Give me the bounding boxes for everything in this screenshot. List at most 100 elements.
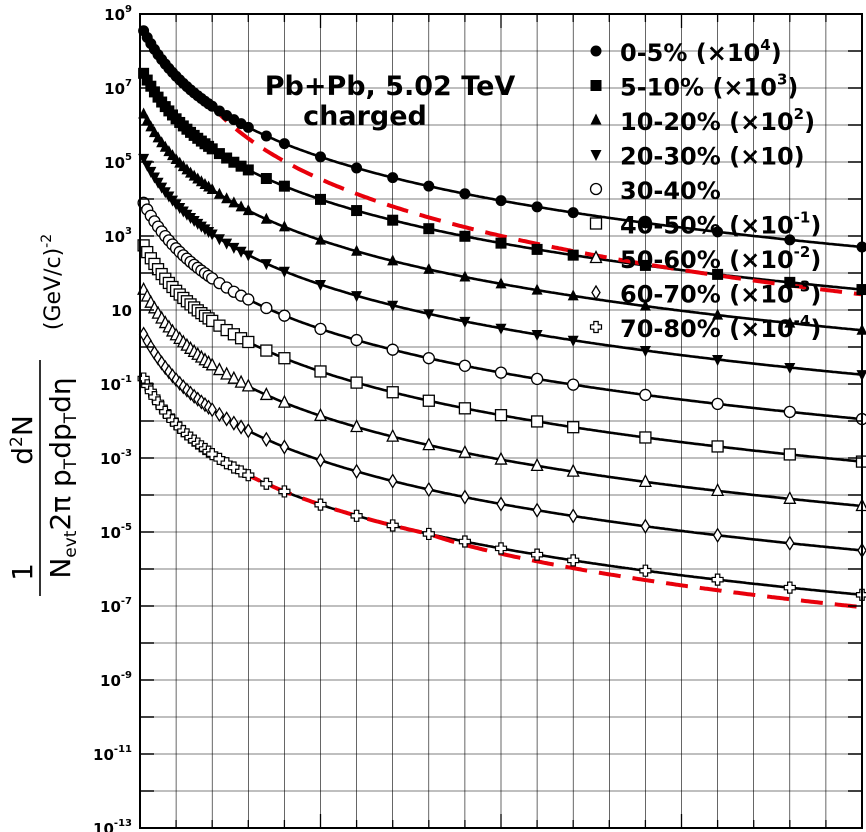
marker-square-filled xyxy=(145,80,157,92)
marker-square-open xyxy=(639,431,652,444)
marker-diamond-open xyxy=(568,508,578,524)
marker-square-open xyxy=(458,402,472,415)
reference-curve xyxy=(141,29,863,297)
marker-circle-open xyxy=(783,405,796,419)
marker-square-filled xyxy=(567,249,579,261)
marker-triangle-down-filled xyxy=(590,150,602,161)
marker-triangle-up-filled xyxy=(242,204,254,216)
marker-cross-open xyxy=(242,469,255,482)
marker-diamond-open xyxy=(261,431,272,448)
marker-square-open xyxy=(422,394,435,407)
marker-triangle-down-filled xyxy=(221,238,233,250)
marker-circle-open xyxy=(350,333,363,347)
marker-triangle-down-filled xyxy=(639,346,651,358)
marker-circle-open xyxy=(639,388,652,402)
marker-diamond-open xyxy=(460,489,470,505)
marker-triangle-up-filled xyxy=(423,262,435,274)
marker-cross-open xyxy=(314,498,327,511)
marker-cross-open xyxy=(530,548,544,561)
marker-triangle-up-open xyxy=(212,362,226,376)
marker-square-filled xyxy=(495,237,507,249)
data-markers xyxy=(137,25,866,601)
marker-circle-open xyxy=(242,293,255,306)
marker-cross-open xyxy=(386,519,399,532)
y-tick-label: 10-7 xyxy=(100,596,132,616)
marker-cross-open xyxy=(711,573,724,586)
marker-square-open xyxy=(530,415,544,428)
marker-diamond-open xyxy=(496,496,506,512)
marker-triangle-up-open xyxy=(530,457,544,471)
marker-triangle-down-filled xyxy=(423,309,435,321)
marker-circle-filled xyxy=(351,162,363,174)
marker-triangle-up-filled xyxy=(387,254,399,266)
marker-diamond-open xyxy=(387,473,398,489)
legend: 0-5% (×104) 5-10% (×103)10-20% (×102) 20-3… xyxy=(589,36,821,343)
marker-circle-filled xyxy=(567,207,579,219)
marker-square-filled xyxy=(784,276,796,288)
marker-square-open xyxy=(260,344,273,357)
marker-cross-open xyxy=(494,542,508,555)
marker-square-open xyxy=(314,365,327,378)
marker-triangle-up-open xyxy=(458,444,472,458)
marker-triangle-up-open xyxy=(589,250,603,264)
marker-triangle-down-filled xyxy=(459,316,471,328)
marker-square-open xyxy=(242,335,255,349)
marker-triangle-down-filled xyxy=(387,300,399,312)
marker-circle-filled xyxy=(712,226,724,238)
marker-circle-open xyxy=(422,352,435,365)
legend-entry: 70-80% (×10-4) xyxy=(620,312,821,343)
marker-triangle-up-filled xyxy=(278,220,290,232)
marker-triangle-down-filled xyxy=(213,234,225,246)
marker-diamond-open xyxy=(315,452,326,468)
y-tick-label: 10-11 xyxy=(93,744,132,764)
marker-triangle-up-filled xyxy=(315,233,326,245)
marker-diamond-open xyxy=(221,411,232,427)
marker-square-open xyxy=(711,440,724,453)
legend-entry: 60-70% (×10-3) xyxy=(620,278,821,309)
marker-diamond-open xyxy=(236,419,246,435)
marker-diamond-open xyxy=(424,481,434,498)
y-tick-label: 105 xyxy=(104,152,132,172)
marker-diamond-open xyxy=(351,463,362,480)
legend-marker xyxy=(590,150,602,161)
marker-triangle-down-filled xyxy=(278,266,290,278)
marker-square-filled xyxy=(423,223,435,235)
marker-circle-filled xyxy=(260,130,272,142)
marker-diamond-open xyxy=(785,535,795,551)
legend-entry: 0-5% (×104) xyxy=(620,36,782,67)
marker-circle-filled xyxy=(242,121,254,133)
marker-square-filled xyxy=(278,180,290,192)
marker-square-open xyxy=(494,409,508,422)
legend-entry: 5-10% (×103) xyxy=(620,71,798,102)
annotation: Pb+Pb, 5.02 TeV charged xyxy=(265,71,516,132)
marker-circle-open xyxy=(386,343,399,356)
marker-triangle-up-open xyxy=(234,374,248,388)
marker-square-filled xyxy=(351,205,363,217)
marker-square-filled xyxy=(387,214,399,226)
marker-triangle-up-open xyxy=(566,463,580,477)
marker-triangle-down-filled xyxy=(260,259,272,271)
marker-square-open xyxy=(783,448,796,461)
marker-triangle-up-open xyxy=(277,394,291,408)
axis-ticks xyxy=(140,13,862,829)
ylab-unit: (GeV/c)-2 xyxy=(39,234,66,330)
marker-triangle-up-filled xyxy=(351,244,363,256)
y-tick-labels: 109 107 105 103 10 10-1 10-3 10-5 10-7 10-9 10-11 1… xyxy=(93,4,132,832)
marker-triangle-up-open xyxy=(220,366,234,380)
legend-marker xyxy=(589,217,603,230)
marker-triangle-up-filled xyxy=(712,308,724,320)
marker-triangle-up-open xyxy=(711,482,725,497)
marker-square-open xyxy=(278,352,291,365)
legend-marker xyxy=(589,320,603,334)
y-tick-label: 103 xyxy=(104,226,132,246)
marker-square-filled xyxy=(141,74,153,86)
marker-circle-filled xyxy=(278,138,290,150)
marker-triangle-up-filled xyxy=(206,183,218,195)
marker-triangle-up-filled xyxy=(235,200,247,212)
y-tick-label: 109 xyxy=(104,4,132,24)
marker-cross-open xyxy=(639,564,652,577)
marker-square-filled xyxy=(459,230,471,242)
marker-triangle-down-filled xyxy=(495,323,507,335)
y-tick-label: 10 xyxy=(111,302,132,320)
